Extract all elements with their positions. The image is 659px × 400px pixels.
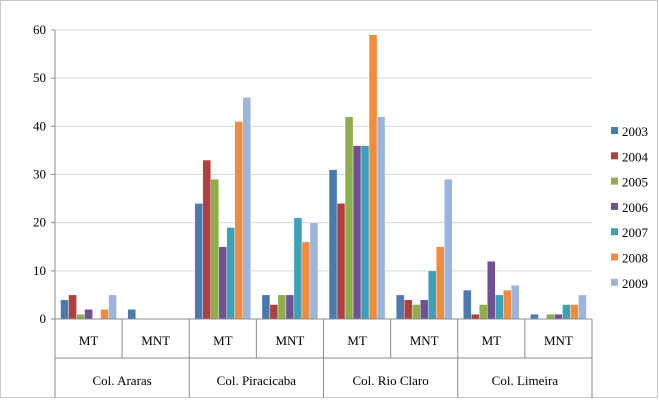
legend-label: 2009 (622, 276, 648, 291)
bar (100, 309, 109, 320)
bar (403, 299, 413, 320)
y-tick-label: 50 (33, 70, 46, 85)
bar (108, 294, 117, 320)
bar (226, 227, 236, 320)
legend-swatch (611, 152, 618, 160)
bar (301, 241, 311, 320)
axes: 0 10 20 30 40 50 60 MT MNT MT MNT MT MNT MT MNT Col. Ar… (33, 22, 593, 398)
legend-swatch (611, 177, 618, 185)
bar (427, 270, 437, 320)
bar (411, 304, 421, 320)
bar (360, 145, 370, 320)
y-tick-label: 40 (33, 118, 46, 133)
y-tick-label: 20 (33, 215, 46, 230)
group-label: Col. Rio Claro (353, 373, 429, 388)
bar (487, 261, 496, 320)
x-tick-label: MNT (410, 333, 439, 348)
y-tick-label: 0 (40, 311, 47, 326)
legend-swatch (611, 278, 618, 286)
bar (234, 121, 244, 320)
bar (309, 222, 319, 320)
bar (84, 309, 93, 320)
legend-label: 2006 (622, 200, 649, 215)
bar (530, 313, 539, 320)
legend-label: 2005 (622, 175, 648, 190)
bar (194, 203, 204, 320)
bar (554, 313, 563, 320)
legend-swatch (611, 228, 618, 236)
group-label: Col. Limeira (492, 373, 559, 388)
bar (546, 313, 555, 320)
bar (68, 294, 77, 320)
bar (344, 116, 354, 320)
y-tick-label: 30 (33, 167, 46, 182)
bar (395, 294, 405, 320)
legend-label: 2008 (622, 251, 648, 266)
legend-label: 2007 (622, 225, 649, 240)
bar (503, 289, 512, 320)
x-tick-label: MNT (275, 333, 304, 348)
legend-label: 2003 (622, 124, 648, 139)
x-tick-label: MT (482, 333, 502, 348)
bar (277, 294, 287, 320)
bar (218, 246, 228, 320)
bar (242, 97, 252, 320)
x-tick-label: MT (347, 333, 367, 348)
legend-swatch (611, 127, 618, 134)
bar (443, 179, 453, 320)
bar (578, 294, 587, 320)
gridlines (55, 29, 592, 272)
bar (562, 304, 571, 320)
bar (293, 217, 303, 320)
bar (261, 294, 271, 320)
group-label: Col. Piracicaba (217, 373, 297, 388)
bar (368, 34, 378, 320)
bar (352, 145, 362, 320)
bar (463, 289, 472, 320)
bar (419, 299, 429, 320)
group-label: Col. Araras (93, 373, 152, 388)
bar (336, 203, 346, 320)
bar (328, 169, 338, 320)
bar (376, 116, 386, 320)
y-tick-label: 10 (33, 263, 46, 278)
bar (127, 309, 136, 320)
bar (570, 304, 579, 320)
bar (269, 304, 279, 320)
legend: 2003 2004 2005 2006 2007 2008 2009 (611, 124, 649, 291)
bar (435, 246, 445, 320)
bar (210, 179, 220, 320)
y-tick-label: 60 (33, 22, 46, 37)
bar (76, 313, 85, 320)
legend-swatch (611, 253, 618, 261)
legend-swatch (611, 202, 618, 210)
bar (479, 304, 488, 320)
bars (60, 34, 587, 320)
x-tick-label: MNT (141, 333, 170, 348)
legend-label: 2004 (622, 149, 649, 164)
x-tick-label: MNT (544, 333, 573, 348)
x-tick-label: MT (79, 333, 99, 348)
bar (60, 299, 69, 320)
bar (285, 294, 295, 320)
x-tick-label: MT (213, 333, 233, 348)
bar (511, 285, 520, 320)
bar (471, 313, 480, 320)
bar (495, 294, 504, 320)
bar (202, 159, 212, 320)
